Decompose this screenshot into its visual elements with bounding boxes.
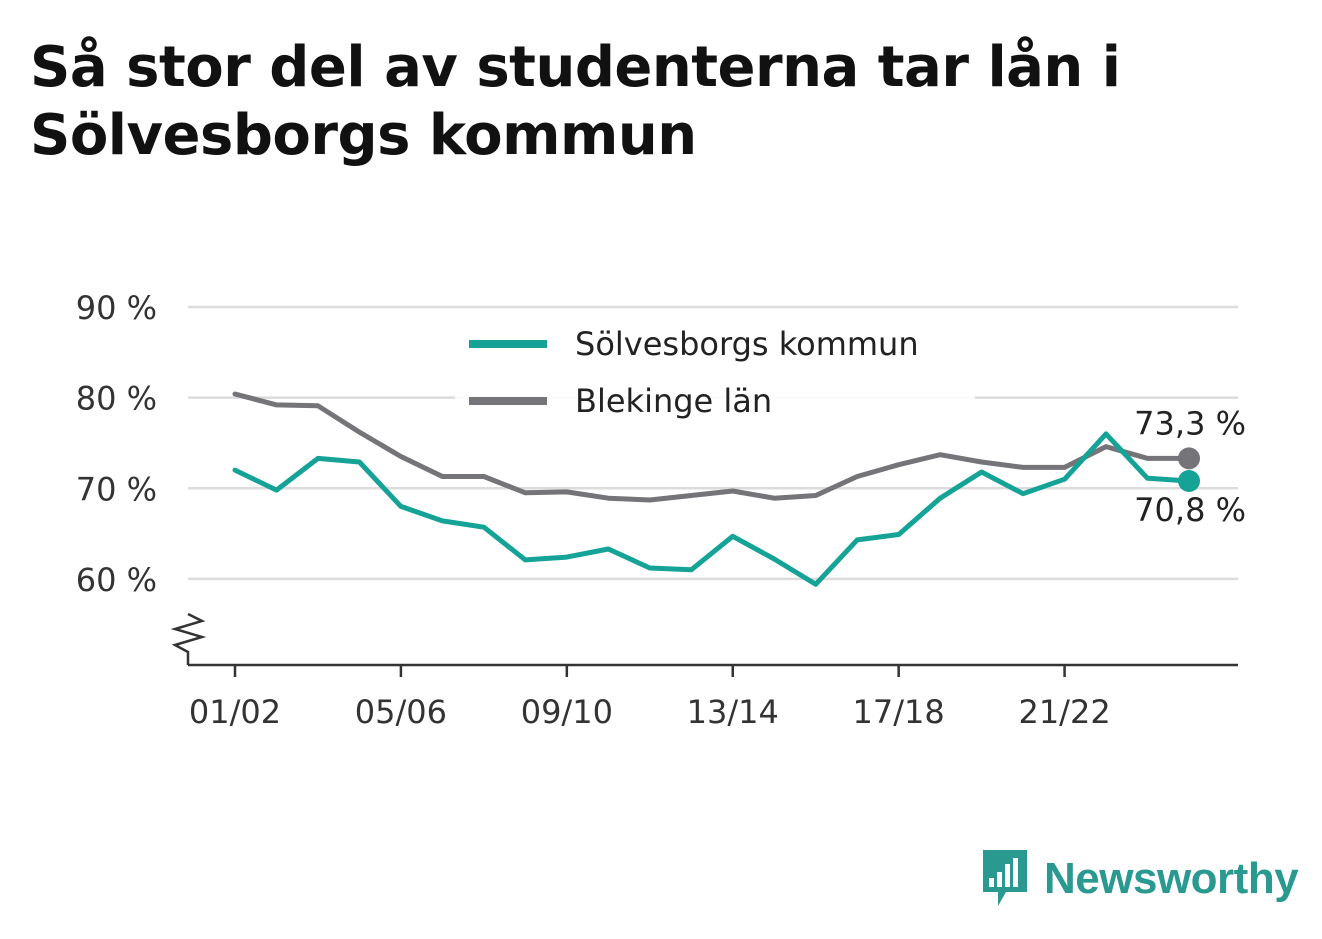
logo-text: Newsworthy bbox=[1044, 854, 1299, 903]
series-end-marker bbox=[1178, 470, 1200, 493]
y-tick-label: 60 % bbox=[76, 561, 157, 599]
x-tick-label: 21/22 bbox=[1018, 693, 1110, 731]
x-tick-label: 01/02 bbox=[189, 693, 281, 731]
y-axis-break-icon bbox=[170, 612, 207, 665]
legend-background bbox=[455, 318, 975, 430]
series-lines bbox=[232, 391, 1200, 587]
x-axis-tick-labels: 01/02 05/06 09/10 13/14 17/18 21/22 bbox=[189, 665, 1111, 731]
end-value-label: 70,8 % bbox=[1134, 491, 1246, 529]
y-tick-label: 90 % bbox=[76, 289, 157, 327]
series-line bbox=[232, 431, 1192, 587]
y-axis-tick-labels: 60 % 70 % 80 % 90 % bbox=[76, 289, 157, 599]
legend: Sölvesborgs kommun Blekinge län bbox=[455, 318, 975, 430]
series-line bbox=[232, 391, 1192, 503]
x-tick-label: 05/06 bbox=[355, 693, 447, 731]
chart-title: Så stor del av studenterna tar lån i Söl… bbox=[30, 35, 1121, 168]
x-tick-label: 17/18 bbox=[853, 693, 945, 731]
bar-chart-speech-bubble-icon bbox=[983, 850, 1027, 906]
series-end-marker bbox=[1178, 447, 1200, 470]
x-axis bbox=[170, 612, 1238, 667]
y-tick-label: 80 % bbox=[76, 380, 157, 418]
legend-label: Sölvesborgs kommun bbox=[575, 325, 919, 363]
x-tick-label: 09/10 bbox=[521, 693, 613, 731]
end-labels: 73,3 % 70,8 % bbox=[1134, 404, 1246, 529]
y-tick-label: 70 % bbox=[76, 470, 157, 508]
legend-label: Blekinge län bbox=[575, 382, 772, 420]
x-tick-label: 13/14 bbox=[687, 693, 779, 731]
end-value-label: 73,3 % bbox=[1134, 404, 1246, 442]
newsworthy-logo: Newsworthy bbox=[980, 848, 1299, 910]
